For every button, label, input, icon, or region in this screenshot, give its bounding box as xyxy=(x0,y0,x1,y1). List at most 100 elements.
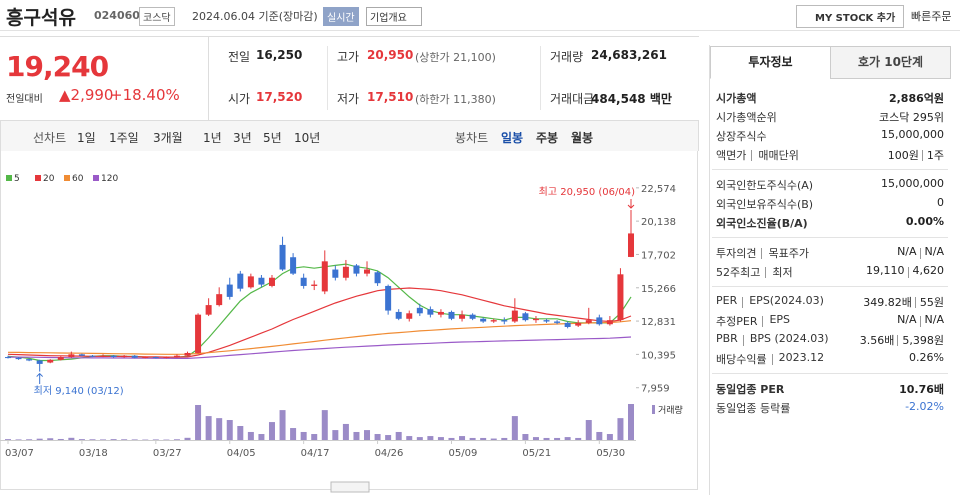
invest-tab[interactable]: 투자정보 xyxy=(710,46,831,79)
stat-value: 24,683,261 xyxy=(591,48,667,62)
candle-tab[interactable]: 일봉 xyxy=(501,131,524,145)
top-line xyxy=(0,36,208,37)
info-label: 상장주식수 xyxy=(716,130,767,143)
candle-tab[interactable]: 주봉 xyxy=(536,131,559,145)
info-label: 매매단위 xyxy=(758,149,799,162)
quick-order[interactable]: 빠른주문 xyxy=(911,10,952,23)
volume-bar xyxy=(68,437,75,440)
volume-bar xyxy=(480,437,487,440)
volume-bar xyxy=(300,431,307,440)
candle-body xyxy=(501,320,508,322)
period-tab[interactable]: 1일 xyxy=(77,131,96,145)
period-tab[interactable]: 3개월 xyxy=(153,131,183,145)
candle-body xyxy=(121,355,128,358)
stat-label: 전일 xyxy=(228,50,251,64)
legend-label: 5 xyxy=(14,174,20,184)
legend-label: 60 xyxy=(72,174,84,184)
invest-tab[interactable]: 호가 10단계 xyxy=(830,46,951,79)
period-tab[interactable]: 10년 xyxy=(294,131,321,145)
period-tab[interactable]: 3년 xyxy=(233,131,252,145)
invest-frame xyxy=(709,45,950,495)
stat-note: (상한가 21,100) xyxy=(415,51,496,64)
value-separator xyxy=(919,316,921,327)
divider xyxy=(0,30,960,31)
y-tick-label: 22,574 xyxy=(641,184,676,195)
high-annotation: 최고 20,950 (06/04) xyxy=(539,186,635,198)
candle-body xyxy=(575,322,582,326)
info-value: 15,000,000 xyxy=(881,177,944,190)
volume-bar xyxy=(78,439,85,440)
section-divider xyxy=(712,373,948,374)
candle-body xyxy=(173,355,180,358)
volume-bar xyxy=(385,435,392,440)
info-label: BPS (2024.03) xyxy=(749,332,829,345)
x-tick-label: 04/17 xyxy=(301,448,330,459)
candle-body xyxy=(480,318,487,322)
mystock-button[interactable]: MY STOCK 추가 xyxy=(796,5,905,28)
period-tab[interactable]: 1년 xyxy=(203,131,222,145)
info-value: N/A xyxy=(924,245,944,258)
candle-body xyxy=(290,257,297,274)
candle-body xyxy=(585,320,592,323)
label-separator xyxy=(762,316,764,327)
candle-body xyxy=(142,357,149,359)
candle-body xyxy=(184,352,191,356)
x-tick-label: 05/30 xyxy=(596,448,625,459)
y-tick-label: 7,959 xyxy=(641,384,670,395)
info-label: 액면가 xyxy=(716,149,747,162)
volume-legend: 거래량 xyxy=(658,404,683,416)
x-tick-label: 03/18 xyxy=(79,448,108,459)
candle-body xyxy=(364,269,371,274)
volume-bar xyxy=(195,404,202,440)
volume-bar xyxy=(585,420,592,440)
info-label: 목표주가 xyxy=(768,247,809,260)
candle-body xyxy=(332,269,339,278)
stock-name: 흥구석유 xyxy=(6,7,76,29)
candle-body xyxy=(374,272,381,284)
change: ▲2,990 xyxy=(59,86,114,104)
info-label: 동일업종 PER xyxy=(716,383,785,396)
company-info[interactable]: 기업개요 xyxy=(366,7,422,26)
stat-label: 시가 xyxy=(228,92,251,106)
candle-body xyxy=(617,274,624,321)
volume-bar xyxy=(606,434,613,440)
info-value: N/A xyxy=(897,313,917,326)
volume-bar xyxy=(216,418,223,440)
x-tick-label: 04/05 xyxy=(227,448,256,459)
info-value: 코스닥 295위 xyxy=(879,111,944,124)
candle-body xyxy=(195,314,202,353)
candle-body xyxy=(543,320,550,322)
volume-bar xyxy=(437,437,444,440)
info-label: 외국인소진율(B/A) xyxy=(716,217,808,230)
volume-bar xyxy=(237,425,244,440)
low-arrow xyxy=(36,372,44,384)
volume-bar xyxy=(205,416,212,440)
stat-value: 20,950 xyxy=(367,48,414,62)
period-bar xyxy=(0,120,699,151)
legend-label: 120 xyxy=(101,174,118,184)
section-divider xyxy=(712,237,948,238)
ma-line xyxy=(7,320,632,355)
stat-label: 저가 xyxy=(337,92,360,106)
volume-bar xyxy=(342,423,349,440)
candle-body xyxy=(68,354,75,358)
candle-body xyxy=(110,355,117,358)
volume-bar xyxy=(490,438,497,440)
volume-bar xyxy=(47,438,54,440)
stat-sep xyxy=(540,46,541,110)
candle-body xyxy=(36,360,43,364)
period-tab[interactable]: 1주일 xyxy=(109,131,139,145)
info-label: 시가총액순위 xyxy=(716,111,777,124)
candle-body xyxy=(78,354,85,356)
period-tab[interactable]: 5년 xyxy=(263,131,282,145)
info-value: 349.82배 xyxy=(863,296,912,309)
y-tick-label: 17,702 xyxy=(641,250,676,261)
stat-value: 17,520 xyxy=(256,90,303,104)
candle-chart-label: 봉차트 xyxy=(455,131,489,145)
candle-body xyxy=(490,320,497,322)
volume-bar xyxy=(5,439,11,440)
candle-tab[interactable]: 월봉 xyxy=(571,131,594,145)
realtime-badge[interactable]: 실시간 xyxy=(323,7,359,26)
y-tick-label: 15,266 xyxy=(641,284,676,295)
info-value: 1주 xyxy=(926,149,944,162)
